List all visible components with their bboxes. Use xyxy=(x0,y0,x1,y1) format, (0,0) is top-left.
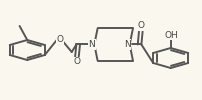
Text: N: N xyxy=(88,40,95,49)
Text: O: O xyxy=(74,57,80,66)
Text: O: O xyxy=(137,22,144,30)
Text: N: N xyxy=(124,40,131,49)
Text: OH: OH xyxy=(165,30,179,40)
Text: O: O xyxy=(56,34,63,44)
